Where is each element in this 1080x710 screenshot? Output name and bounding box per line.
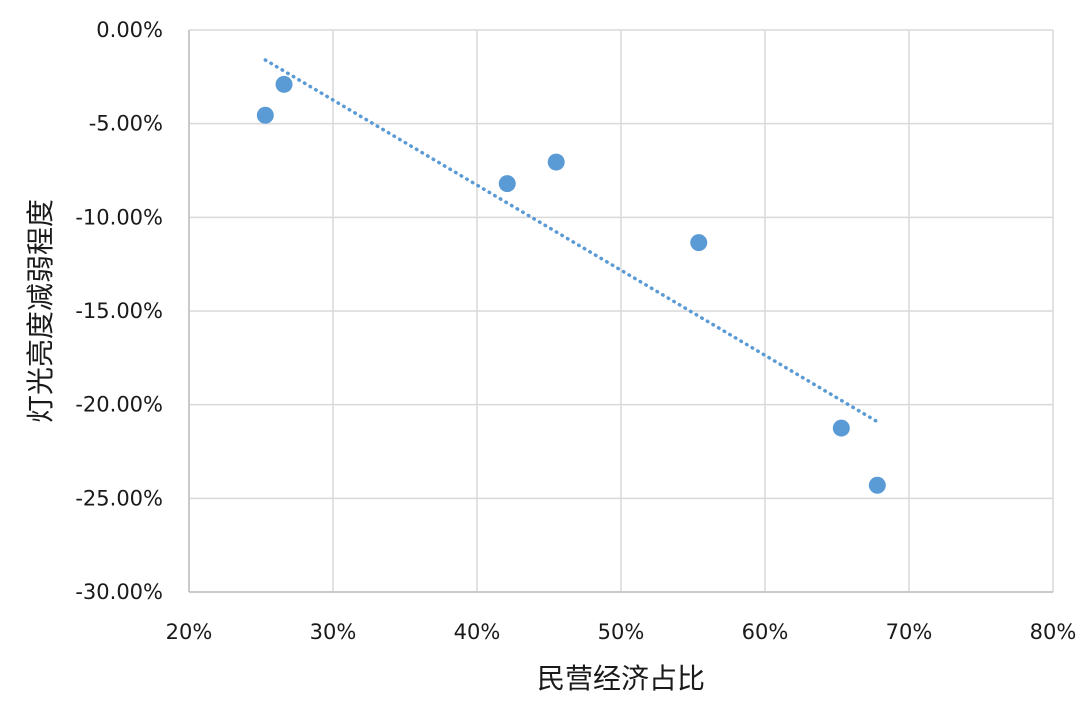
trendline [263,58,882,426]
y-tick-label: 0.00% [96,18,163,42]
y-axis-ticks: 0.00% -5.00% -10.00% -15.00% -20.00% -25.00% -… [75,18,163,604]
trendline-path [263,58,882,426]
y-tick-label: -15.00% [75,299,163,323]
x-tick-label: 30% [310,620,357,644]
y-axis-title: 灯光亮度减弱程度 [24,199,57,423]
data-point [256,106,274,124]
grid-lines [188,29,1054,593]
y-tick-label: -5.00% [89,112,163,136]
x-axis-ticks: 20% 30% 40% 50% 60% 70% 80% [166,620,1077,644]
x-tick-label: 20% [166,620,213,644]
data-point [832,419,850,437]
y-tick-label: -25.00% [75,486,163,510]
data-point [690,234,708,252]
y-tick-label: -30.00% [75,580,163,604]
data-point [547,153,565,171]
y-tick-label: -20.00% [75,393,163,417]
x-tick-label: 40% [454,620,501,644]
x-tick-label: 60% [742,620,789,644]
x-tick-label: 80% [1030,620,1077,644]
data-point [275,75,293,93]
data-point [868,476,886,494]
data-point [498,175,516,193]
x-axis-title: 民营经济占比 [537,662,705,695]
x-tick-label: 70% [886,620,933,644]
data-points [256,75,886,494]
y-tick-label: -10.00% [75,205,163,229]
x-tick-label: 50% [598,620,645,644]
